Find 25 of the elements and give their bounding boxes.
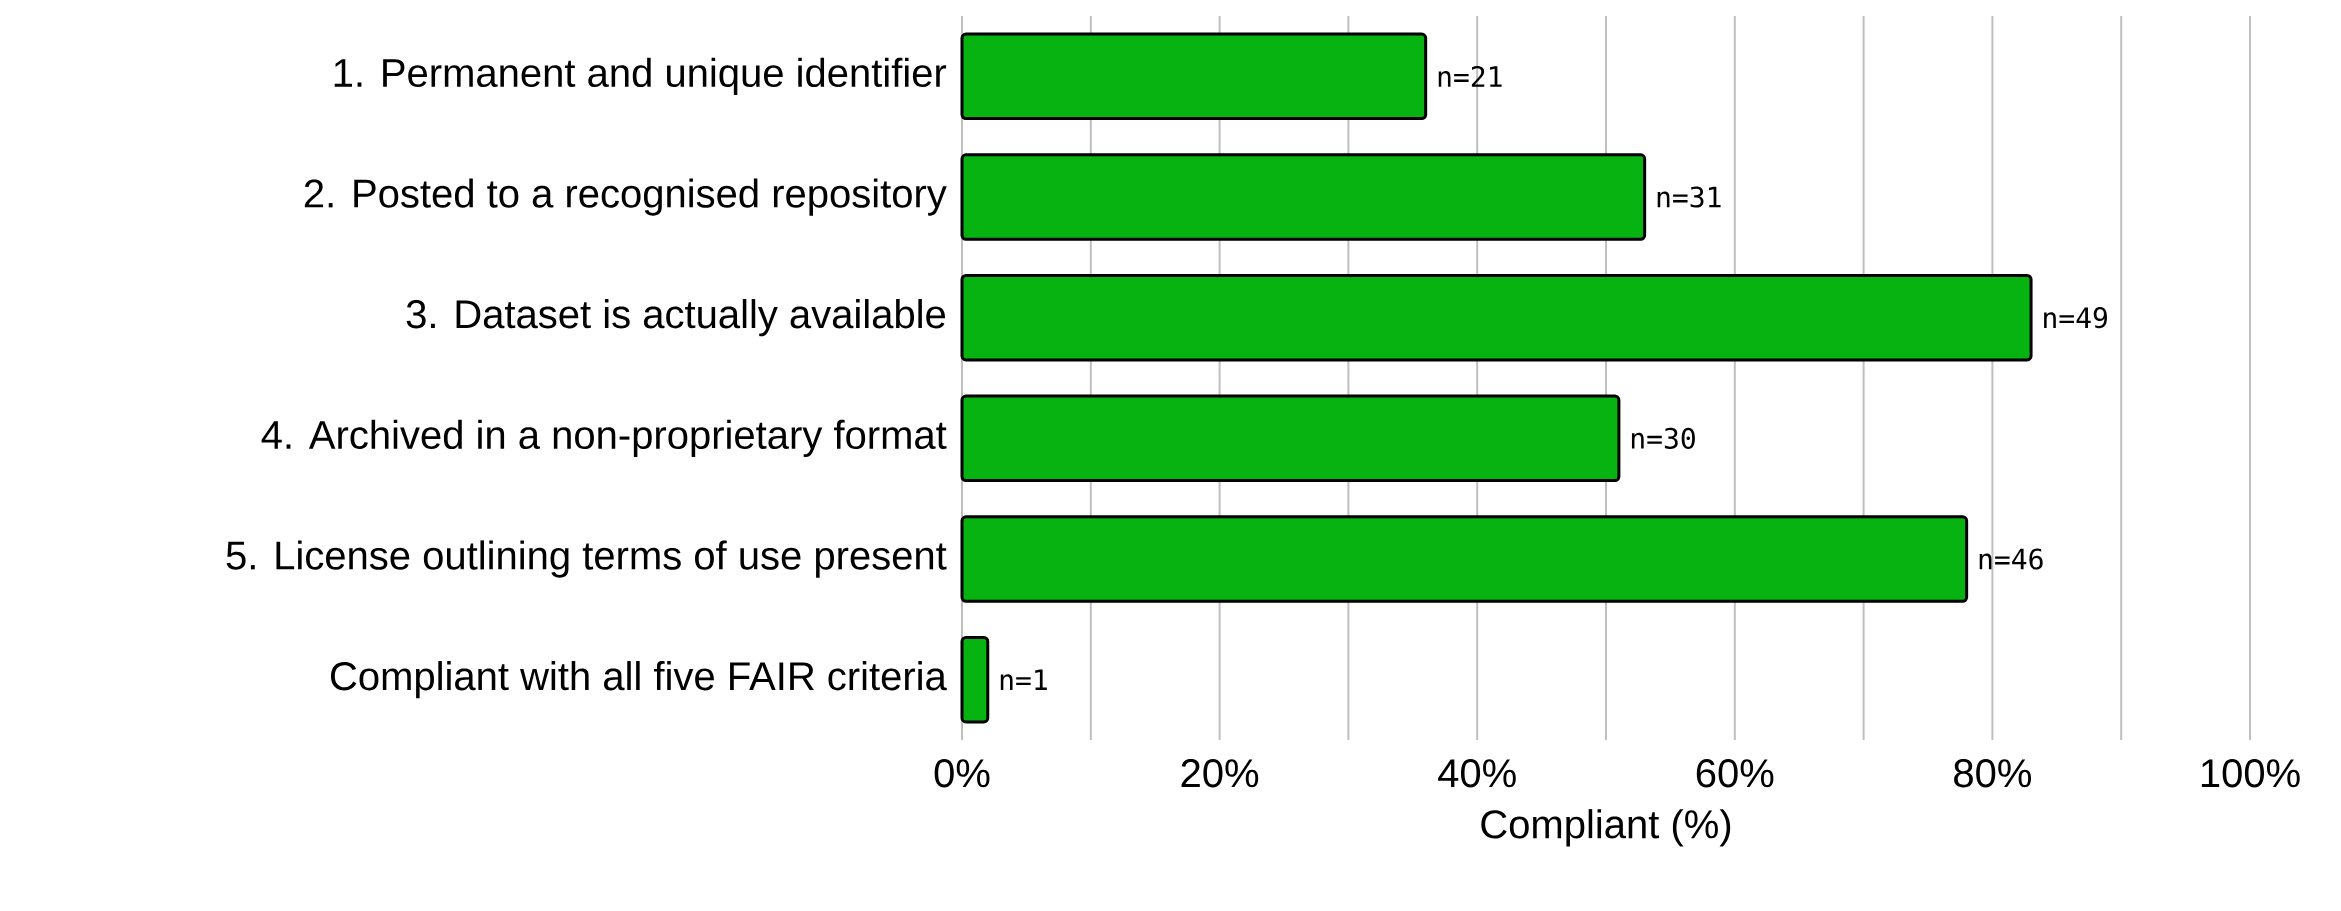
annotation: n=1 — [1000, 669, 1047, 690]
bar — [960, 273, 2033, 362]
bar — [960, 153, 1647, 241]
annotation: n=49 — [2044, 307, 2107, 329]
y-tick-label: 1. Permanent and unique identifier — [334, 57, 947, 96]
x-tick-label: 60% — [1696, 759, 1774, 788]
x-tick-label: 20% — [1181, 759, 1259, 788]
bar — [960, 515, 1969, 603]
y-tick-label: 2. Posted to a recognised repository — [304, 178, 947, 216]
y-tick-label: 5. License outlining terms of use present — [226, 540, 947, 578]
y-tick-label: 4. Archived in a non-proprietary format — [261, 419, 947, 458]
annotation: n=30 — [1631, 427, 1695, 449]
x-tick-label: 80% — [1954, 759, 2031, 788]
x-axis-title: Compliant (%) — [1481, 809, 1731, 847]
bar — [960, 32, 1428, 121]
bar — [960, 394, 1621, 483]
y-tick-label: 3. Dataset is actually available — [406, 299, 946, 337]
y-tick-label: Compliant with all five FAIR criteria — [331, 661, 947, 699]
annotation: n=31 — [1657, 186, 1721, 208]
x-tick-label: 40% — [1438, 759, 1516, 788]
x-tick-label: 100% — [2201, 759, 2300, 788]
annotation: n=21 — [1438, 65, 1502, 87]
x-tick-label: 0% — [934, 759, 990, 788]
bar — [960, 635, 990, 724]
annotation: n=46 — [1979, 548, 2043, 570]
